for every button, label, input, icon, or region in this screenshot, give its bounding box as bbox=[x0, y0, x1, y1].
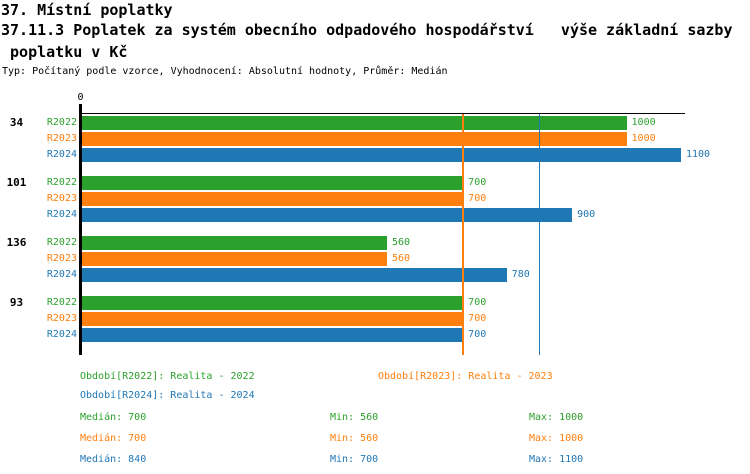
bar-101-R2023 bbox=[82, 192, 464, 206]
page-title-line1: 37. Místní poplatky bbox=[1, 1, 173, 19]
row-label-34-R2023: R2023 bbox=[46, 133, 77, 144]
bar-value-93-R2023: 700 bbox=[468, 313, 487, 324]
bar-value-34-R2024: 1100 bbox=[686, 149, 711, 160]
x-axis-line bbox=[79, 112, 685, 114]
stat-max-R2023: Max: 1000 bbox=[529, 433, 584, 444]
row-label-136-R2022: R2022 bbox=[46, 237, 77, 248]
row-label-101-R2022: R2022 bbox=[46, 177, 77, 188]
row-label-136-R2024: R2024 bbox=[46, 269, 77, 280]
stat-max-R2024: Max: 1100 bbox=[529, 454, 584, 465]
row-label-136-R2023: R2023 bbox=[46, 253, 77, 264]
bar-93-R2022 bbox=[82, 296, 464, 310]
legend-r2022: Období[R2022]: Realita - 2022 bbox=[80, 371, 255, 382]
y-axis-line bbox=[79, 104, 82, 355]
bar-34-R2024 bbox=[82, 148, 681, 162]
bar-101-R2022 bbox=[82, 176, 464, 190]
bar-value-101-R2022: 700 bbox=[468, 177, 487, 188]
axis-zero-label: 0 bbox=[77, 92, 84, 103]
group-label-136: 136 bbox=[6, 236, 27, 249]
stat-median-R2024: Medián: 840 bbox=[80, 454, 147, 465]
bar-value-34-R2022: 1000 bbox=[631, 117, 656, 128]
page-meta-line: Typ: Počítaný podle vzorce, Vyhodnocení:… bbox=[2, 66, 448, 77]
bar-value-34-R2023: 1000 bbox=[631, 133, 656, 144]
bar-34-R2022 bbox=[82, 116, 627, 130]
bar-value-136-R2022: 560 bbox=[391, 237, 410, 248]
stat-min-R2022: Min: 560 bbox=[330, 412, 379, 423]
group-label-34: 34 bbox=[9, 116, 24, 129]
row-label-101-R2023: R2023 bbox=[46, 193, 77, 204]
legend-r2023: Období[R2023]: Realita - 2023 bbox=[378, 371, 553, 382]
row-label-34-R2024: R2024 bbox=[46, 149, 77, 160]
bar-value-93-R2022: 700 bbox=[468, 297, 487, 308]
bar-34-R2023 bbox=[82, 132, 627, 146]
group-label-101: 101 bbox=[6, 176, 27, 189]
page-title-line3: poplatku v Kč bbox=[1, 43, 128, 61]
stat-median-R2022: Medián: 700 bbox=[80, 412, 147, 423]
stat-min-R2024: Min: 700 bbox=[330, 454, 379, 465]
row-label-93-R2023: R2023 bbox=[46, 313, 77, 324]
bar-value-136-R2023: 560 bbox=[391, 253, 410, 264]
bar-value-101-R2024: 900 bbox=[577, 209, 596, 220]
stat-median-R2023: Medián: 700 bbox=[80, 433, 147, 444]
bar-93-R2023 bbox=[82, 312, 464, 326]
median-line-R2024 bbox=[538, 114, 541, 355]
stat-min-R2023: Min: 560 bbox=[330, 433, 379, 444]
bar-136-R2024 bbox=[82, 268, 507, 282]
bar-value-101-R2023: 700 bbox=[468, 193, 487, 204]
row-label-101-R2024: R2024 bbox=[46, 209, 77, 220]
row-label-93-R2022: R2022 bbox=[46, 297, 77, 308]
bar-93-R2024 bbox=[82, 328, 464, 342]
page-title-line2: 37.11.3 Poplatek za systém obecního odpa… bbox=[1, 21, 733, 39]
bar-value-136-R2024: 780 bbox=[511, 269, 530, 280]
bar-value-93-R2024: 700 bbox=[468, 329, 487, 340]
legend-r2024: Období[R2024]: Realita - 2024 bbox=[80, 390, 255, 401]
bar-101-R2024 bbox=[82, 208, 573, 222]
group-label-93: 93 bbox=[9, 296, 24, 309]
row-label-34-R2022: R2022 bbox=[46, 117, 77, 128]
median-line-R2023 bbox=[462, 114, 464, 355]
row-label-93-R2024: R2024 bbox=[46, 329, 77, 340]
bar-136-R2022 bbox=[82, 236, 387, 250]
stat-max-R2022: Max: 1000 bbox=[529, 412, 584, 423]
bar-136-R2023 bbox=[82, 252, 387, 266]
